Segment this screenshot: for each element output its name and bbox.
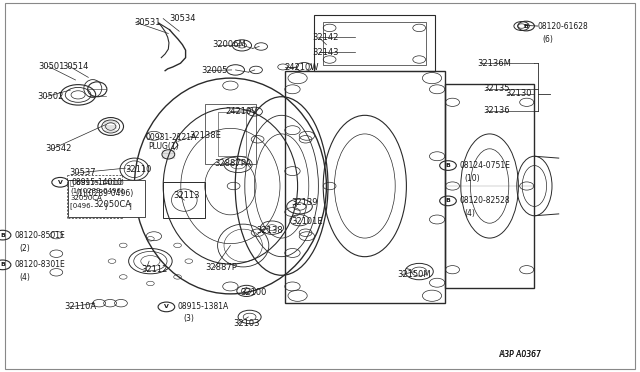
Text: 08120-61628: 08120-61628 (538, 22, 588, 31)
Text: (6): (6) (543, 35, 554, 44)
Text: B: B (524, 23, 529, 29)
Text: 32143: 32143 (312, 48, 339, 57)
Text: (1)(0289-0496): (1)(0289-0496) (70, 187, 124, 194)
Text: 32050CA: 32050CA (93, 200, 131, 209)
Text: 32112: 32112 (141, 265, 167, 274)
Text: 32136: 32136 (483, 106, 510, 115)
Text: ]: ] (128, 202, 131, 209)
Text: 32142: 32142 (312, 33, 339, 42)
Text: 08915-1381A: 08915-1381A (178, 302, 229, 311)
Text: 32050CA: 32050CA (70, 195, 102, 201)
Text: (1)(0289-0496): (1)(0289-0496) (76, 189, 134, 198)
Text: 32139: 32139 (291, 198, 317, 207)
Text: A3P A0367: A3P A0367 (499, 350, 541, 359)
Text: V: V (164, 304, 169, 310)
Text: PLUG(1): PLUG(1) (148, 142, 179, 151)
Text: 08120-8301E: 08120-8301E (14, 260, 65, 269)
Text: 32101E: 32101E (291, 217, 323, 226)
Text: 32110A: 32110A (64, 302, 96, 311)
Text: 32887P: 32887P (205, 263, 237, 272)
Text: 32138E: 32138E (189, 131, 221, 140)
Text: 08915-14010: 08915-14010 (72, 178, 123, 187)
Text: 08124-0751E: 08124-0751E (460, 161, 510, 170)
Text: 32138: 32138 (256, 226, 283, 235)
Text: 30542: 30542 (45, 144, 71, 153)
Text: B: B (0, 262, 5, 267)
Text: 30534: 30534 (170, 14, 196, 23)
Text: 08120-82528: 08120-82528 (460, 196, 510, 205)
Text: 32150M: 32150M (397, 270, 431, 279)
Text: [0496-     ]: [0496- ] (70, 202, 108, 209)
Text: 32136M: 32136M (477, 59, 511, 68)
Text: 24210W: 24210W (285, 63, 319, 72)
Text: 30501: 30501 (38, 62, 65, 71)
Text: 32103: 32103 (234, 319, 260, 328)
FancyBboxPatch shape (68, 180, 145, 217)
Text: 30502: 30502 (37, 92, 63, 101)
Text: 32100: 32100 (240, 288, 266, 296)
Text: Ⓗ 08915-14010: Ⓗ 08915-14010 (70, 180, 124, 186)
Text: 30531: 30531 (134, 18, 161, 27)
Text: 32113: 32113 (173, 191, 199, 200)
Text: B: B (0, 232, 5, 238)
Text: (2): (2) (19, 244, 30, 253)
Text: 30514: 30514 (63, 62, 89, 71)
Text: V: V (58, 180, 63, 185)
Text: B: B (445, 198, 451, 203)
Text: 00931-2121A: 00931-2121A (146, 133, 197, 142)
Text: 32110: 32110 (125, 165, 151, 174)
Text: 32887PA: 32887PA (214, 159, 252, 168)
Text: 30537: 30537 (69, 169, 96, 177)
Text: (4): (4) (465, 209, 476, 218)
Text: 32130: 32130 (506, 89, 532, 98)
Text: (3): (3) (183, 314, 194, 323)
Text: (4): (4) (19, 273, 30, 282)
Text: 32135: 32135 (483, 84, 509, 93)
Text: 32006M: 32006M (212, 40, 246, 49)
Text: B: B (445, 163, 451, 168)
Text: 24210V: 24210V (225, 107, 257, 116)
Text: 32005: 32005 (202, 66, 228, 75)
Text: A3P A0367: A3P A0367 (499, 350, 541, 359)
Text: 08120-8501E: 08120-8501E (14, 231, 65, 240)
Text: (10): (10) (465, 174, 480, 183)
